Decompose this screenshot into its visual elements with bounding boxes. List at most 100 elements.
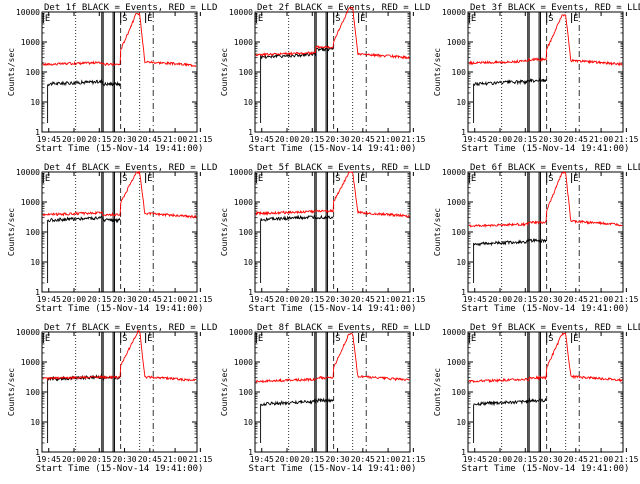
y-axis-label: Counts/sec xyxy=(7,48,16,96)
panel-title: Det 7f BLACK = Events, RED = LLD xyxy=(44,323,217,333)
y-axis-label: Counts/sec xyxy=(7,368,16,416)
y-tick-label: 10000 xyxy=(442,168,466,177)
x-tick-label: 21:00 xyxy=(376,455,400,464)
marker-label: E xyxy=(45,14,50,24)
y-tick-label: 1000 xyxy=(21,198,40,207)
y-tick-label: 1 xyxy=(35,288,40,297)
x-axis-label: Start Time (15-Nov-14 19:41:00) xyxy=(249,464,417,474)
y-tick-label: 100 xyxy=(26,228,41,237)
x-tick-label: 20:30 xyxy=(113,295,137,304)
y-tick-label: 10000 xyxy=(229,328,253,337)
x-tick-label: 20:00 xyxy=(275,455,299,464)
x-tick-label: 20:45 xyxy=(351,135,375,144)
x-tick-label: 21:00 xyxy=(376,135,400,144)
plot-frame xyxy=(41,171,198,293)
panel-title: Det 9f BLACK = Events, RED = LLD xyxy=(470,323,640,333)
y-tick-label: 10 xyxy=(456,98,466,107)
y-tick-label: 100 xyxy=(26,388,41,397)
y-tick-label: 100 xyxy=(239,68,254,77)
panel-det-7: Det 7f BLACK = Events, RED = LLD 19:45 20:… xyxy=(7,323,217,474)
x-tick-label: 20:15 xyxy=(300,295,324,304)
x-tick-label: 20:15 xyxy=(513,295,537,304)
x-tick-label: 19:45 xyxy=(250,135,274,144)
y-tick-label: 100 xyxy=(452,388,467,397)
x-tick-label: 20:15 xyxy=(87,135,111,144)
x-tick-label: 20:00 xyxy=(62,295,86,304)
x-tick-label: 21:15 xyxy=(188,295,212,304)
x-axis-label: Start Time (15-Nov-14 19:41:00) xyxy=(462,144,630,154)
x-axis-label: Start Time (15-Nov-14 19:41:00) xyxy=(462,304,630,314)
marker-label: E xyxy=(360,14,365,24)
x-tick-label: 20:00 xyxy=(488,135,512,144)
x-axis-label: Start Time (15-Nov-14 19:41:00) xyxy=(462,464,630,474)
x-tick-label: 19:45 xyxy=(250,455,274,464)
y-tick-label: 1 xyxy=(35,448,40,457)
x-tick-label: 20:30 xyxy=(539,455,563,464)
y-tick-label: 10000 xyxy=(442,328,466,337)
y-axis-label: Counts/sec xyxy=(220,208,229,256)
marker-label: S xyxy=(548,334,553,344)
x-tick-label: 20:45 xyxy=(564,135,588,144)
marker-label: E xyxy=(258,174,263,184)
marker-label: S xyxy=(548,14,553,24)
series-lld xyxy=(468,171,623,228)
x-tick-label: 21:15 xyxy=(614,295,638,304)
panel-title: Det 5f BLACK = Events, RED = LLD xyxy=(257,163,430,173)
panel-title: Det 2f BLACK = Events, RED = LLD xyxy=(257,3,430,13)
y-tick-label: 1 xyxy=(248,128,253,137)
series-lld xyxy=(468,332,623,384)
y-tick-label: 10 xyxy=(30,98,40,107)
series-events xyxy=(473,238,547,283)
x-tick-label: 20:15 xyxy=(87,295,111,304)
x-tick-label: 19:45 xyxy=(37,455,61,464)
marker-label: E xyxy=(471,334,476,344)
series-events xyxy=(473,397,547,443)
y-tick-label: 10 xyxy=(456,258,466,267)
x-tick-label: 20:00 xyxy=(62,135,86,144)
x-tick-label: 20:15 xyxy=(513,135,537,144)
plot-frame xyxy=(254,171,411,293)
y-tick-label: 1000 xyxy=(234,38,253,47)
x-tick-label: 20:30 xyxy=(326,455,350,464)
y-axis-label: Counts/sec xyxy=(433,368,442,416)
series-events xyxy=(260,47,334,123)
x-tick-label: 20:30 xyxy=(539,135,563,144)
plot-frame xyxy=(41,11,198,133)
y-tick-label: 1 xyxy=(461,128,466,137)
marker-label: S xyxy=(335,14,340,24)
marker-label: S xyxy=(548,174,553,184)
y-axis-label: Counts/sec xyxy=(220,48,229,96)
series-lld xyxy=(42,12,197,68)
y-tick-label: 10 xyxy=(243,258,253,267)
x-tick-label: 20:45 xyxy=(138,455,162,464)
x-tick-label: 20:00 xyxy=(488,455,512,464)
y-axis-label: Counts/sec xyxy=(433,208,442,256)
y-axis-label: Counts/sec xyxy=(433,48,442,96)
marker-label: E xyxy=(258,14,263,24)
panel-det-2: Det 2f BLACK = Events, RED = LLD 19:45 20:… xyxy=(220,3,430,154)
marker-label: E xyxy=(471,174,476,184)
x-axis-label: Start Time (15-Nov-14 19:41:00) xyxy=(249,304,417,314)
marker-label: E xyxy=(45,334,50,344)
y-tick-label: 100 xyxy=(239,228,254,237)
plot-frame xyxy=(467,171,624,293)
marker-label: E xyxy=(471,14,476,24)
x-tick-label: 20:00 xyxy=(488,295,512,304)
y-tick-label: 100 xyxy=(239,388,254,397)
x-axis-label: Start Time (15-Nov-14 19:41:00) xyxy=(249,144,417,154)
y-tick-label: 100 xyxy=(452,68,467,77)
x-axis-label: Start Time (15-Nov-14 19:41:00) xyxy=(36,464,204,474)
marker-label: S xyxy=(122,174,127,184)
y-tick-label: 10 xyxy=(243,418,253,427)
marker-label: S xyxy=(335,174,340,184)
x-tick-label: 20:45 xyxy=(564,455,588,464)
x-tick-label: 21:00 xyxy=(163,135,187,144)
y-tick-label: 1000 xyxy=(21,38,40,47)
x-tick-label: 20:45 xyxy=(138,295,162,304)
marker-label: S xyxy=(122,14,127,24)
marker-label: E xyxy=(258,334,263,344)
